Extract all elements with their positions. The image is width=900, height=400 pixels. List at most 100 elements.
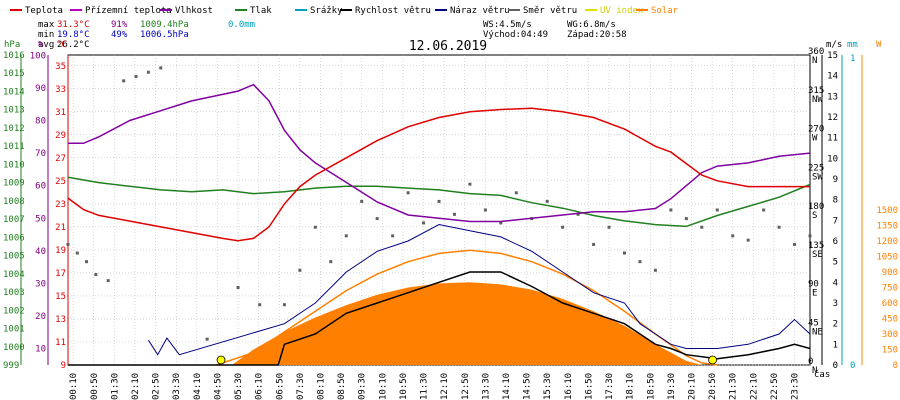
- pressure-tick-label: 1016: [3, 51, 25, 61]
- x-tick-label: 08:10: [316, 373, 326, 400]
- humidity-tick-label: 60: [35, 182, 46, 192]
- sunset-info: Západ:20:58: [567, 30, 627, 40]
- direction-degree-label: 90: [808, 280, 819, 290]
- axis-unit-temp: °C: [56, 40, 67, 50]
- x-tick-label: 12:10: [440, 373, 450, 400]
- wind-direction-point: [406, 191, 410, 195]
- humidity-line: [68, 83, 811, 223]
- stat-min-label: min: [38, 30, 54, 40]
- x-tick-label: 08:50: [337, 373, 347, 400]
- solar-tick-label: 600: [882, 299, 898, 309]
- humidity-tick-label: 100: [30, 51, 46, 61]
- direction-tick-label: NW: [812, 95, 823, 105]
- wind-direction-point: [422, 221, 426, 225]
- temp-tick-label: 25: [55, 177, 66, 187]
- temp-tick-label: 9: [61, 361, 66, 371]
- legend-label: Přízemní teplota: [85, 6, 172, 16]
- wind-direction-point: [576, 212, 580, 216]
- wind-direction-point: [468, 182, 472, 186]
- legend-label: Solar: [651, 6, 679, 16]
- wind-direction-point: [391, 234, 395, 238]
- wind-tick-label: 8: [833, 196, 838, 206]
- temp-tick-label: 15: [55, 292, 66, 302]
- wind-direction-point: [85, 260, 89, 264]
- direction-tick-label: N: [812, 56, 817, 66]
- temp-tick-label: 13: [55, 315, 66, 325]
- direction-degree-label: 180: [808, 202, 824, 212]
- temp-tick-label: 17: [55, 269, 66, 279]
- pressure-tick-label: 1009: [3, 179, 25, 189]
- stat-max-label: max: [38, 20, 55, 30]
- x-tick-label: 17:30: [605, 373, 615, 400]
- wind-tick-label: 12: [827, 113, 838, 123]
- stat-max-rain: 0.0mm: [228, 20, 255, 30]
- pressure-tick-label: 1000: [3, 343, 25, 353]
- legend-label: Tlak: [250, 6, 272, 16]
- direction-degree-label: 135: [808, 241, 824, 251]
- wind-direction-point: [623, 251, 626, 255]
- direction-tick-label: E: [812, 289, 817, 299]
- wind-direction-point: [746, 238, 750, 242]
- wind-direction-point: [313, 225, 317, 229]
- axis-unit-hpa: hPa: [4, 40, 20, 50]
- temp-tick-label: 23: [55, 200, 66, 210]
- pressure-tick-label: 1011: [3, 142, 25, 152]
- wind-direction-point: [653, 268, 657, 272]
- wind-tick-label: 3: [833, 299, 838, 309]
- wind-tick-label: 7: [833, 216, 838, 226]
- wind-direction-point: [360, 199, 364, 203]
- pressure-tick-label: 1010: [3, 160, 25, 170]
- solar-tick-label: 150: [882, 346, 898, 356]
- direction-tick-label: NE: [812, 327, 823, 337]
- stat-min-temp: 19.8°C: [57, 30, 90, 40]
- legend-label: Směr větru: [523, 6, 577, 16]
- direction-tick-label: W: [812, 134, 818, 144]
- direction-tick-label: S: [812, 211, 817, 221]
- wind-direction-point: [762, 208, 766, 212]
- x-tick-label: 16:10: [564, 373, 574, 400]
- x-tick-label: 00:10: [69, 373, 79, 400]
- direction-degree-label: 0: [808, 357, 813, 367]
- wind-direction-point: [375, 217, 379, 221]
- wind-tick-label: 1: [833, 340, 838, 350]
- x-tick-label: 18:50: [646, 373, 656, 400]
- x-tick-label: 01:30: [110, 373, 120, 400]
- x-tick-label: 05:30: [234, 373, 244, 400]
- solar-tick-label: 750: [882, 284, 898, 294]
- axis-unit-solar: W: [876, 40, 882, 50]
- solar-tick-label: 1050: [876, 253, 898, 263]
- wind-direction-point: [700, 225, 704, 229]
- temp-tick-label: 35: [55, 62, 66, 72]
- x-tick-label: 15:30: [543, 373, 553, 400]
- temperature-line: [67, 107, 810, 242]
- x-tick-label: 07:30: [296, 373, 306, 400]
- wind-direction-point: [777, 225, 781, 229]
- pressure-tick-label: 1013: [3, 106, 25, 116]
- stat-min-hum: 49%: [111, 30, 128, 40]
- sunrise-info: Východ:04:49: [483, 30, 548, 40]
- humidity-tick-label: 20: [35, 312, 46, 322]
- stat-max-hum: 91%: [111, 20, 128, 30]
- direction-degree-label: 270: [808, 125, 824, 135]
- solar-tick-label: 1200: [876, 237, 898, 247]
- wind-direction-point: [106, 279, 110, 283]
- wind-gust-line: [147, 223, 811, 356]
- wind-direction-point: [607, 225, 611, 229]
- direction-degree-label: 360: [808, 47, 824, 57]
- wind-direction-point: [94, 273, 98, 277]
- x-tick-label: 21:30: [729, 373, 739, 400]
- humidity-tick-label: 10: [35, 345, 46, 355]
- temp-tick-label: 29: [55, 131, 66, 141]
- x-tick-label: 20:10: [687, 373, 697, 400]
- temp-tick-label: 33: [55, 85, 66, 95]
- direction-tick-label: SW: [812, 172, 823, 182]
- solar-tick-label: 0: [893, 361, 898, 371]
- wind-tick-label: 10: [827, 154, 838, 164]
- humidity-tick-label: 90: [35, 84, 46, 94]
- x-tick-label: 02:10: [131, 373, 141, 400]
- humidity-tick-label: 40: [35, 247, 46, 257]
- wind-direction-point: [499, 221, 503, 225]
- stat-max-press: 1009.4hPa: [140, 20, 189, 30]
- wind-tick-label: 0: [833, 361, 838, 371]
